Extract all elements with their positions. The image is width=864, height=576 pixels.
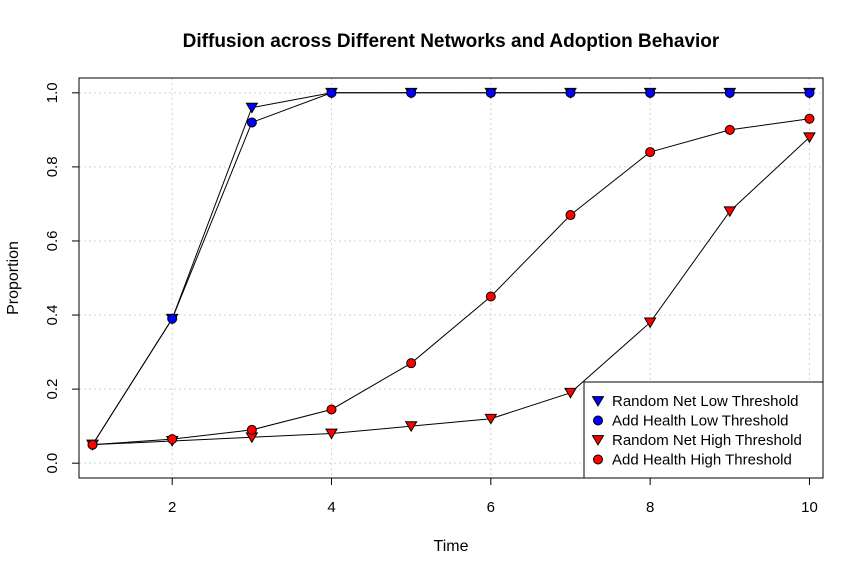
series-3-point: [484, 413, 498, 425]
series-2-point: [485, 87, 496, 98]
chart-title: Diffusion across Different Networks and …: [183, 31, 720, 52]
series-4-point: [724, 124, 735, 135]
legend-label: Random Net Low Threshold: [612, 393, 799, 410]
x-axis-label: Time: [434, 538, 469, 555]
series-line-2: [92, 92, 810, 445]
series-line-3: [92, 136, 810, 446]
x-tick-label: 8: [646, 499, 654, 516]
series-2-point: [724, 87, 735, 98]
y-tick-label: 0.0: [44, 453, 61, 474]
series-4-point: [167, 434, 178, 445]
data-points: [86, 87, 816, 451]
series-4-point: [485, 291, 496, 302]
x-tick-label: 4: [327, 499, 335, 516]
series-1-point: [245, 102, 259, 114]
series-2-point: [246, 117, 257, 128]
x-axis: 2 4 6 8 10: [168, 477, 818, 516]
series-3-point: [803, 132, 816, 144]
series-4-point: [406, 358, 417, 369]
series-4-point: [565, 210, 576, 221]
legend-label: Add Health Low Threshold: [612, 413, 789, 430]
y-axis-label: Proportion: [5, 241, 22, 315]
x-tick-label: 6: [487, 499, 495, 516]
legend-marker: [593, 415, 603, 426]
series-3-point: [723, 206, 737, 218]
legend-label: Random Net High Threshold: [612, 432, 802, 449]
series-2-point: [406, 87, 417, 98]
series-2-point: [645, 87, 656, 98]
x-tick-label: 2: [168, 499, 176, 516]
legend-marker: [593, 454, 603, 465]
series-lines: [92, 92, 810, 446]
y-tick-label: 0.4: [44, 305, 61, 326]
y-tick-label: 0.2: [44, 379, 61, 400]
series-2-point: [167, 313, 178, 324]
x-tick-label: 10: [801, 499, 818, 516]
series-3-point: [325, 428, 338, 440]
legend-marker: [591, 435, 605, 446]
series-2-point: [326, 87, 337, 98]
legend-marker: [591, 396, 605, 407]
series-3-point: [564, 387, 577, 399]
legend-label: Add Health High Threshold: [612, 452, 792, 469]
series-line-4: [92, 118, 810, 446]
y-tick-label: 1.0: [44, 82, 61, 103]
series-2-point: [804, 87, 815, 98]
y-axis: 0.0 0.2 0.4 0.6 0.8 1.0: [44, 82, 80, 474]
series-2-point: [565, 87, 576, 98]
series-3-point: [643, 317, 657, 329]
series-4-point: [87, 439, 98, 450]
y-tick-label: 0.6: [44, 231, 61, 252]
series-3-point: [404, 421, 418, 433]
series-4-point: [246, 424, 257, 435]
y-tick-label: 0.8: [44, 156, 61, 177]
legend-box: [583, 381, 824, 479]
series-4-point: [645, 147, 656, 158]
series-4-point: [804, 113, 815, 124]
legend: Random Net Low Threshold Add Health Low T…: [583, 381, 824, 479]
series-4-point: [326, 404, 337, 415]
